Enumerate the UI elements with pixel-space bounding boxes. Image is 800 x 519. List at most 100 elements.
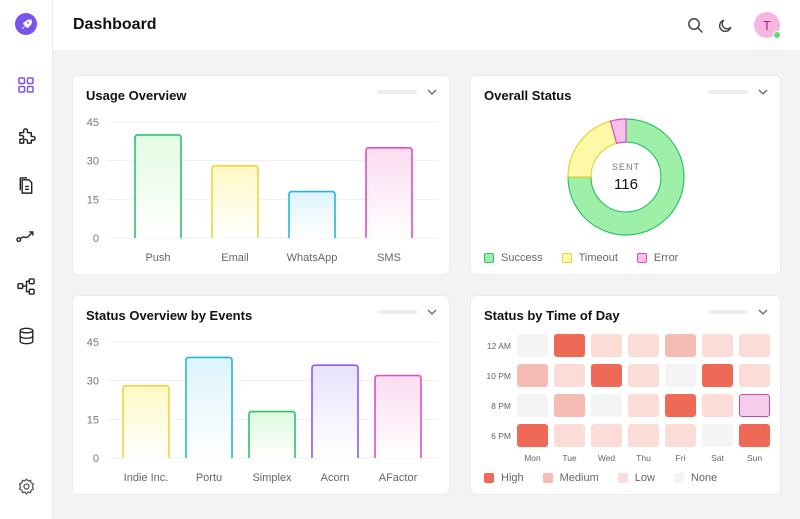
x-category-label: Push	[145, 252, 170, 264]
legend-swatch	[484, 473, 494, 483]
heatmap-column-label: Tue	[562, 453, 577, 463]
legend-item-high[interactable]: High	[484, 472, 524, 484]
heatmap-cell-fri-10pm[interactable]	[665, 364, 696, 387]
legend-label: None	[690, 472, 718, 484]
select-placeholder	[377, 90, 417, 94]
online-status-dot	[773, 31, 781, 39]
sidebar	[0, 0, 53, 519]
heatmap-column-label: Sun	[746, 453, 763, 463]
legend-swatch	[484, 253, 494, 263]
legend-label: Success	[501, 252, 543, 264]
heatmap-cell-mon-6pm[interactable]	[517, 424, 548, 447]
avatar[interactable]: T	[754, 12, 781, 39]
heatmap-cell-fri-8pm[interactable]	[665, 394, 696, 417]
heatmap-row-label: 8 PM	[491, 401, 511, 411]
select-placeholder	[377, 310, 417, 314]
usage-overview-card: Usage Overview 0 15 30 45 Push Email WhatsApp S…	[72, 75, 450, 275]
card-title: Overall Status	[484, 88, 572, 103]
legend-label: Error	[653, 252, 679, 264]
heatmap-cell-thu-12am[interactable]	[628, 334, 659, 357]
legend-item-medium[interactable]: Medium	[542, 472, 599, 484]
legend-item-none[interactable]: None	[673, 472, 718, 484]
legend-swatch	[617, 473, 628, 483]
puzzle-icon[interactable]	[14, 123, 38, 147]
legend-label: Timeout	[578, 252, 618, 264]
heatmap-cell-fri-6pm[interactable]	[665, 424, 696, 447]
heatmap-cell-wed-12am[interactable]	[591, 334, 622, 357]
heatmap-column-label: Wed	[597, 453, 616, 463]
bar-acorn[interactable]	[311, 364, 359, 458]
period-select[interactable]	[708, 89, 768, 95]
heatmap-cell-sat-8pm[interactable]	[702, 394, 733, 417]
events-bar-chart: 0 15 30 45 Indie Inc. Portu Simplex Acorn AFacto…	[87, 337, 438, 484]
heatmap-column-label: Mon	[524, 453, 541, 463]
gear-icon[interactable]	[14, 474, 38, 498]
period-select[interactable]	[377, 89, 437, 95]
database-icon[interactable]	[14, 324, 38, 348]
heatmap-cell-tue-12am[interactable]	[554, 334, 585, 357]
heatmap-cell-sun-8pm[interactable]	[739, 394, 770, 417]
moon-icon[interactable]	[715, 15, 735, 35]
y-tick-label: 15	[87, 414, 99, 426]
period-select[interactable]	[708, 309, 768, 315]
y-tick-label: 45	[87, 117, 99, 129]
y-tick-label: 0	[93, 453, 99, 465]
x-category-label: Acorn	[321, 472, 350, 484]
heatmap-cell-wed-10pm[interactable]	[591, 364, 622, 387]
heatmap-cell-sun-12am[interactable]	[739, 334, 770, 357]
heatmap-cell-wed-8pm[interactable]	[591, 394, 622, 417]
legend-item-error[interactable]: Error	[636, 252, 679, 264]
heatmap-cell-thu-8pm[interactable]	[628, 394, 659, 417]
heatmap-cell-tue-6pm[interactable]	[554, 424, 585, 447]
workflow-icon[interactable]	[14, 274, 38, 298]
heatmap-cell-sat-12am[interactable]	[702, 334, 733, 357]
bar-sms[interactable]	[365, 146, 413, 238]
status-by-events-card: Status Overview by Events 0 15 30 45 Indie I…	[72, 295, 450, 495]
heatmap-cell-mon-10pm[interactable]	[517, 364, 548, 387]
heatmap-cell-tue-10pm[interactable]	[554, 364, 585, 387]
route-icon[interactable]	[14, 224, 38, 248]
legend-swatch	[561, 253, 572, 263]
heatmap-cell-sun-6pm[interactable]	[739, 424, 770, 447]
heatmap-cell-thu-10pm[interactable]	[628, 364, 659, 387]
x-category-label: WhatsApp	[287, 252, 338, 264]
x-category-label: AFactor	[379, 472, 418, 484]
heatmap-column-label: Thu	[636, 453, 651, 463]
chevron-down-icon	[427, 309, 437, 315]
heatmap-cell-thu-6pm[interactable]	[628, 424, 659, 447]
heatmap-cell-sat-10pm[interactable]	[702, 364, 733, 387]
documents-icon[interactable]	[14, 173, 38, 197]
bar-whatsapp[interactable]	[288, 190, 336, 238]
heatmap-cell-sat-6pm[interactable]	[702, 424, 733, 447]
chevron-down-icon	[758, 309, 768, 315]
bar-indie-inc[interactable]	[122, 385, 170, 458]
heatmap-cell-mon-12am[interactable]	[517, 334, 548, 357]
heatmap-cell-fri-12am[interactable]	[665, 334, 696, 357]
donut-slice-success[interactable]	[567, 118, 685, 236]
bar-push[interactable]	[134, 134, 182, 238]
heatmap-row-label: 6 PM	[491, 431, 511, 441]
x-category-label: Email	[221, 252, 249, 264]
search-icon[interactable]	[685, 15, 705, 35]
bar-afactor[interactable]	[374, 374, 422, 458]
bar-portu[interactable]	[185, 356, 233, 458]
legend-item-success[interactable]: Success	[484, 252, 543, 264]
bar-simplex[interactable]	[248, 410, 296, 458]
period-select[interactable]	[377, 309, 437, 315]
heatmap-cell-tue-8pm[interactable]	[554, 394, 585, 417]
x-category-label: Indie Inc.	[124, 472, 169, 484]
heatmap-cell-sun-10pm[interactable]	[739, 364, 770, 387]
select-placeholder	[708, 310, 748, 314]
bar-email[interactable]	[211, 165, 259, 238]
grid-icon[interactable]	[14, 73, 38, 97]
donut-slice-error[interactable]	[609, 118, 627, 145]
heatmap-cell-mon-8pm[interactable]	[517, 394, 548, 417]
y-tick-label: 15	[87, 194, 99, 206]
heatmap-row-label: 12 AM	[486, 341, 511, 351]
usage-bar-chart: 0 15 30 45 Push Email WhatsApp SMS	[87, 117, 438, 264]
heatmap-cell-wed-6pm[interactable]	[591, 424, 622, 447]
legend-item-low[interactable]: Low	[617, 472, 655, 484]
heatmap-column-label: Sat	[711, 453, 724, 463]
rocket-logo-icon[interactable]	[15, 13, 37, 35]
legend-item-timeout[interactable]: Timeout	[561, 252, 618, 264]
